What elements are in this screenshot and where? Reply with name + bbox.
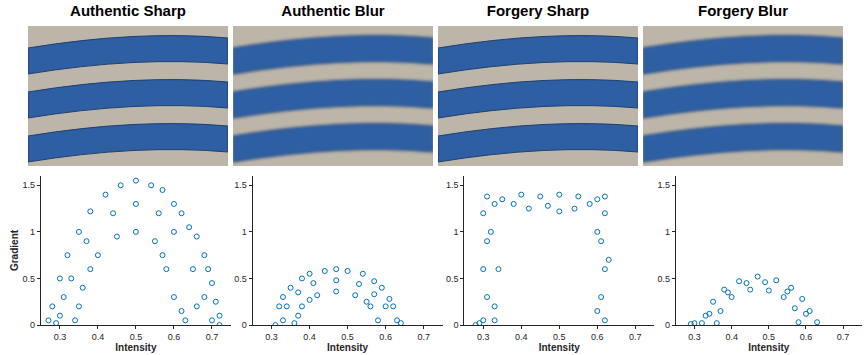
svg-text:0.3: 0.3 [477,332,490,342]
html-text:Authentic Blur: Authentic Blur [281,2,385,19]
svg-text:0.5: 0.5 [341,332,354,342]
svg-text:0.5: 0.5 [130,332,143,342]
svg-text:0.6: 0.6 [168,332,181,342]
svg-text:0.5: 0.5 [446,274,459,284]
svg-text:0.3: 0.3 [688,332,701,342]
svg-text:0.5: 0.5 [23,274,36,284]
html-text:Authentic Sharp: Authentic Sharp [70,2,186,19]
svg-text:0.5: 0.5 [553,332,566,342]
svg-text:0.7: 0.7 [629,332,642,342]
svg-text:0.6: 0.6 [800,332,813,342]
svg-text:0.4: 0.4 [92,332,105,342]
svg-text:0.3: 0.3 [54,332,67,342]
svg-text:0: 0 [242,320,247,330]
svg-text:1: 1 [453,227,458,237]
svg-text:1.5: 1.5 [446,180,459,190]
svg-text:0.4: 0.4 [725,332,738,342]
svg-text:0: 0 [453,320,458,330]
svg-text:0.3: 0.3 [265,332,278,342]
svg-text:0.7: 0.7 [837,332,850,342]
svg-text:0: 0 [30,320,35,330]
svg-text:1.5: 1.5 [23,180,36,190]
svg-text:0.4: 0.4 [515,332,528,342]
svg-text:1.5: 1.5 [234,180,247,190]
svg-text:0: 0 [665,320,670,330]
svg-text:1.5: 1.5 [658,180,671,190]
svg-text:Intensity: Intensity [539,342,581,353]
svg-text:Intensity: Intensity [327,342,369,353]
svg-text:0.5: 0.5 [658,274,671,284]
svg-text:1: 1 [242,227,247,237]
svg-text:0.6: 0.6 [379,332,392,342]
svg-text:0.7: 0.7 [417,332,430,342]
svg-text:1: 1 [665,227,670,237]
svg-text:Intensity: Intensity [115,342,157,353]
svg-text:0.6: 0.6 [591,332,604,342]
html-text:Forgery Blur: Forgery Blur [698,2,788,19]
svg-text:0.7: 0.7 [206,332,219,342]
svg-text:0.5: 0.5 [234,274,247,284]
svg-text:0.5: 0.5 [763,332,776,342]
svg-text:0.4: 0.4 [303,332,316,342]
svg-text:Gradient: Gradient [9,229,20,271]
svg-text:1: 1 [30,227,35,237]
svg-text:Intensity: Intensity [748,342,790,353]
html-text:Forgery Sharp: Forgery Sharp [486,2,590,19]
